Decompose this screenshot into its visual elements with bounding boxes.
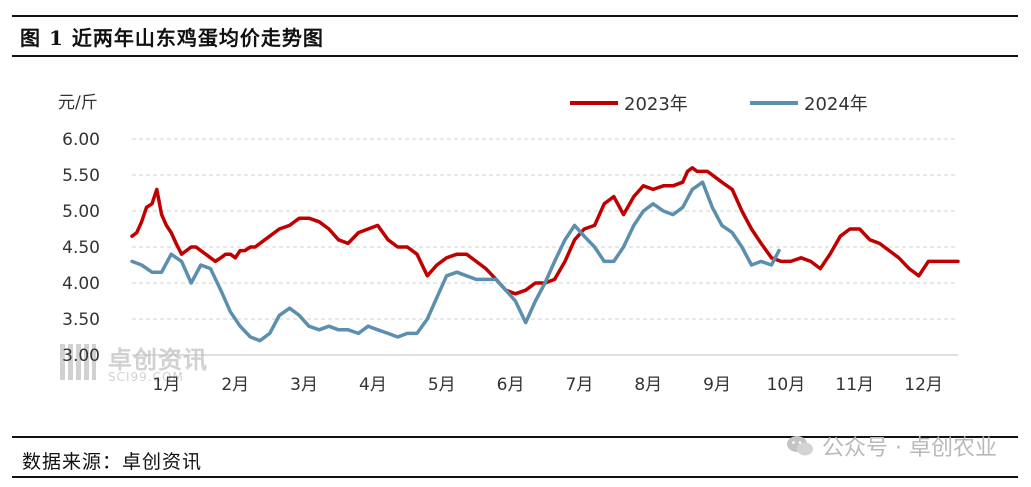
wechat-icon [787,436,814,456]
x-tick-label: 6月 [497,375,525,395]
bottom-rule-lower [12,476,1018,478]
series-lines [130,166,960,343]
x-tick-label: 4月 [359,375,387,395]
x-tick-label: 7月 [566,375,594,395]
x-tick-label: 10月 [767,375,806,395]
title-underline [12,55,1018,57]
logo-name: 卓创资讯 [108,346,208,374]
wechat-watermark: 公众号 · 卓创农业 [786,430,997,462]
y-tick-label: 3.00 [62,346,100,366]
y-tick-label: 6.00 [62,130,100,150]
logo-url: SCI99.COM [108,370,184,384]
series-line-2023 [130,166,960,296]
x-tick-label: 12月 [904,375,943,395]
y-tick-label: 4.00 [62,274,100,294]
y-tick-label: 5.50 [62,166,100,186]
data-source: 数据来源：卓创资讯 [22,451,203,473]
legend-label-2023: 2023年 [624,94,688,115]
x-tick-label: 8月 [634,375,662,395]
x-tick-label: 9月 [703,375,731,395]
y-tick-label: 4.50 [62,238,100,258]
x-tick-label: 2月 [221,375,249,395]
logo-mark-icon [60,344,96,380]
x-tick-label: 5月 [428,375,456,395]
legend: 2023年 2024年 [570,94,868,115]
series-line-2024 [130,180,781,343]
x-tick-label: 1月 [153,375,181,395]
x-axis: 1月 2月 3月 4月 5月 6月 7月 8月 9月 10月 11月 12月 [132,354,958,395]
gridlines [132,138,958,320]
y-axis-unit: 元/斤 [58,93,98,113]
chart-title: 图 1 近两年山东鸡蛋均价走势图 [20,26,324,50]
top-rule [12,15,1018,17]
x-tick-label: 3月 [290,375,318,395]
watermark-text: 公众号 · 卓创农业 [822,436,997,461]
legend-label-2024: 2024年 [804,94,868,115]
y-tick-label: 3.50 [62,310,100,330]
bottom-rule-upper [12,436,1018,438]
x-tick-label: 11月 [835,375,874,395]
y-axis: 3.00 3.50 4.00 4.50 5.00 5.50 6.00 元/斤 [58,93,100,366]
y-tick-label: 5.00 [62,202,100,222]
